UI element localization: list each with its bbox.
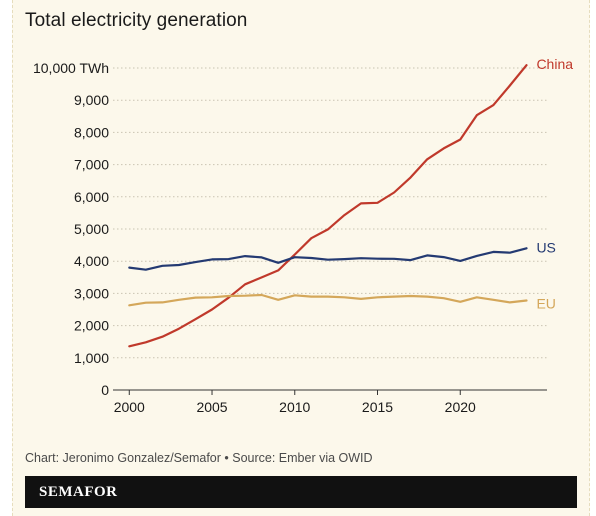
y-tick-label: 10,000 TWh: [33, 60, 109, 76]
line-chart: 0 1,000 2,000 3,000 4,000 5,000 6,000 7,000 8,00…: [33, 56, 573, 415]
series-label-china: China: [536, 56, 573, 72]
semafor-logo: SEMAFOR: [39, 484, 118, 500]
axes: 0 1,000 2,000 3,000 4,000 5,000 6,000 7,000 8,00…: [33, 60, 547, 415]
y-tick-label: 2,000: [74, 318, 109, 334]
brand-footer: SEMAFOR: [25, 476, 577, 508]
y-tick-label: 9,000: [74, 92, 109, 108]
y-tick-label: 0: [101, 382, 109, 398]
x-tick-label: 2000: [114, 399, 145, 415]
y-tick-label: 1,000: [74, 350, 109, 366]
y-tick-label: 3,000: [74, 285, 109, 301]
y-tick-label: 5,000: [74, 221, 109, 237]
x-tick-label: 2010: [279, 399, 310, 415]
series-line-china: [128, 64, 528, 348]
y-tick-label: 7,000: [74, 157, 109, 173]
series-labels: China US EU: [536, 56, 573, 311]
x-tick-label: 2015: [362, 399, 393, 415]
y-tick-label: 8,000: [74, 124, 109, 140]
chart-title: Total electricity generation: [25, 10, 248, 31]
y-tick-label: 4,000: [74, 253, 109, 269]
chart-card: Total electricity generation 0 1,000 2,000…: [12, 0, 590, 516]
series-line-eu: [128, 293, 528, 307]
x-tick-label: 2020: [445, 399, 476, 415]
y-tick-label: 6,000: [74, 189, 109, 205]
chart-source-note: Chart: Jeronimo Gonzalez/Semafor • Sourc…: [25, 451, 373, 465]
series-lines: [128, 64, 528, 348]
series-label-eu: EU: [536, 295, 555, 311]
x-tick-label: 2005: [196, 399, 227, 415]
series-label-us: US: [536, 239, 555, 255]
series-line-us: [128, 247, 528, 271]
